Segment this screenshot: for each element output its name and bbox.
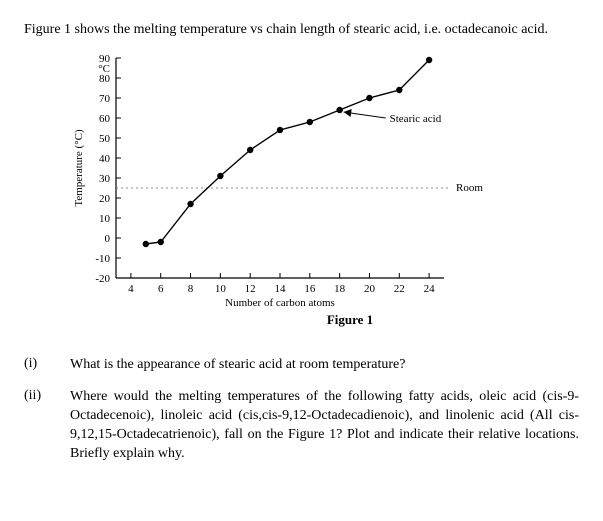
svg-text:20: 20	[99, 193, 111, 205]
questions-block: (i) What is the appearance of stearic ac…	[24, 356, 579, 464]
question-number: (ii)	[24, 388, 70, 464]
svg-text:30: 30	[99, 173, 111, 185]
svg-text:Number of carbon atoms: Number of carbon atoms	[225, 297, 335, 309]
svg-text:Room temperature: Room temperature	[456, 182, 484, 194]
chart-container: -20-100102030405060708090°C4681012141618…	[64, 48, 579, 342]
svg-text:60: 60	[99, 113, 111, 125]
question-text: Where would the melting temperatures of …	[70, 388, 579, 464]
svg-text:18: 18	[334, 283, 346, 295]
svg-text:-20: -20	[95, 273, 110, 285]
melting-point-chart: -20-100102030405060708090°C4681012141618…	[64, 48, 484, 342]
svg-text:10: 10	[99, 213, 111, 225]
svg-text:12: 12	[245, 283, 256, 295]
svg-text:40: 40	[99, 153, 111, 165]
svg-text:70: 70	[99, 93, 111, 105]
svg-text:10: 10	[215, 283, 227, 295]
svg-text:14: 14	[275, 283, 287, 295]
svg-text:°C: °C	[98, 63, 110, 75]
svg-text:22: 22	[394, 283, 405, 295]
intro-text: Figure 1 shows the melting temperature v…	[24, 20, 579, 40]
svg-text:Temperature (°C): Temperature (°C)	[73, 129, 85, 207]
svg-text:20: 20	[364, 283, 376, 295]
svg-text:8: 8	[188, 283, 194, 295]
question-row: (i) What is the appearance of stearic ac…	[24, 356, 579, 375]
svg-text:24: 24	[424, 283, 436, 295]
svg-text:Figure 1: Figure 1	[327, 312, 373, 327]
svg-text:16: 16	[304, 283, 316, 295]
svg-text:6: 6	[158, 283, 164, 295]
svg-text:50: 50	[99, 133, 111, 145]
question-text: What is the appearance of stearic acid a…	[70, 356, 579, 375]
question-row: (ii) Where would the melting temperature…	[24, 388, 579, 464]
svg-text:0: 0	[105, 233, 111, 245]
svg-text:-10: -10	[95, 253, 110, 265]
question-number: (i)	[24, 356, 70, 375]
svg-text:4: 4	[128, 283, 134, 295]
svg-text:Stearic acid: Stearic acid	[390, 113, 442, 125]
